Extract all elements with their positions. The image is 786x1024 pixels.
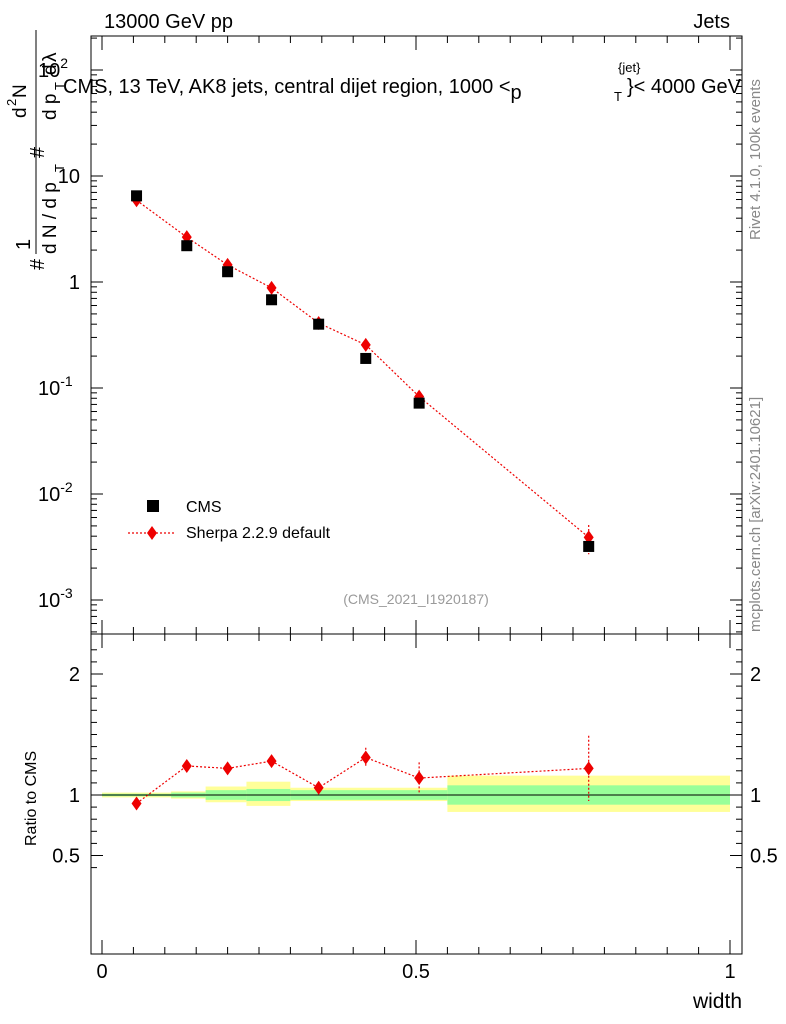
- header-process-label: Jets: [693, 11, 730, 33]
- ratio-point: [583, 761, 594, 776]
- main-y-tick-label: 10-1: [38, 373, 73, 400]
- ratio-y-tick-label-right: 0.5: [750, 846, 778, 868]
- main-panel-frame: [90, 35, 743, 635]
- main-y-tick-label: 10: [58, 166, 80, 188]
- ratio-point: [360, 750, 371, 765]
- analysis-id-label: (CMS_2021_I1920187): [343, 591, 489, 607]
- cms-point: [266, 294, 278, 306]
- ratio-y-tick-label-right: 1: [750, 785, 761, 807]
- x-axis-label: width: [692, 990, 742, 1013]
- svg-text:T: T: [52, 164, 67, 172]
- svg-text:T: T: [52, 82, 67, 90]
- cms-point: [583, 540, 595, 552]
- main-y-tick-label: 10-3: [38, 585, 73, 612]
- svg-text:d: d: [10, 107, 31, 118]
- ratio-x-tick-label: 0.5: [402, 961, 430, 983]
- ratio-point: [222, 761, 233, 776]
- header-energy-label: 13000 GeV pp: [104, 11, 233, 33]
- plot-title-superscript: {jet}: [618, 60, 641, 75]
- ratio-y-axis-label: Ratio to CMS: [23, 751, 40, 846]
- svg-text:λ: λ: [40, 52, 61, 62]
- ratio-uncertainty-bands: [102, 775, 730, 812]
- cms-point: [413, 397, 425, 409]
- cms-series: [131, 190, 595, 552]
- ratio-y-tick-label: 1: [69, 785, 80, 807]
- main-y-axis-label: # 1 d N / d p T # d 2 N d p T d λ: [4, 30, 67, 270]
- ratio-y-tick-label-right: 2: [750, 664, 761, 686]
- ratio-point: [414, 771, 425, 786]
- main-y-tick-label: 102: [38, 55, 68, 82]
- ratio-point: [181, 758, 192, 773]
- ratio-point: [266, 754, 277, 769]
- ratio-point: [131, 796, 142, 811]
- sherpa-point: [583, 530, 594, 545]
- main-y-tick-label: 10-2: [38, 479, 73, 506]
- sherpa-line: [136, 199, 590, 538]
- cms-point: [222, 266, 234, 278]
- cms-point: [313, 318, 325, 330]
- plot-title-end: }< 4000 GeV: [627, 76, 742, 98]
- ratio-line: [136, 756, 589, 804]
- cms-point: [360, 352, 372, 364]
- svg-text:#: #: [27, 258, 49, 270]
- sherpa-point: [266, 280, 277, 295]
- legend: CMS Sherpa 2.2.9 default: [128, 499, 331, 542]
- main-y-tick-label: 1: [69, 272, 80, 294]
- sherpa-point: [360, 337, 371, 352]
- ratio-point: [313, 780, 324, 795]
- ratio-x-tick-label: 1: [724, 961, 735, 983]
- svg-text:#: #: [27, 146, 49, 158]
- svg-text:d N / d p: d N / d p: [40, 182, 61, 254]
- main-axes: 10 1 102 10-1 10-2 10-3: [38, 36, 742, 634]
- mcplots-label: mcplots.cern.ch [arXiv:2401.10621]: [747, 397, 764, 632]
- legend-cms-label: CMS: [186, 499, 222, 516]
- svg-text:2: 2: [4, 99, 19, 106]
- cms-point: [131, 190, 143, 202]
- legend-sherpa-label: Sherpa 2.2.9 default: [186, 525, 331, 542]
- ratio-y-tick-label: 0.5: [52, 846, 80, 868]
- legend-sherpa-marker: [147, 526, 157, 540]
- svg-text:N: N: [10, 84, 31, 98]
- ratio-x-tick-label: 0: [96, 961, 107, 983]
- svg-text:d p: d p: [40, 94, 61, 120]
- ratio-y-tick-label: 2: [69, 664, 80, 686]
- ratio-series: [131, 735, 594, 811]
- plot-title: CMS, 13 TeV, AK8 jets, central dijet reg…: [63, 76, 522, 104]
- svg-text:1: 1: [13, 239, 35, 250]
- legend-cms-marker: [147, 500, 159, 512]
- cms-point: [181, 240, 193, 252]
- rivet-version-label: Rivet 4.1.0, 100k events: [747, 79, 764, 240]
- plot-title-subscript: T: [614, 89, 622, 104]
- svg-text:d: d: [40, 64, 61, 75]
- ratio-axes: 0 0.5 1 0.5 0.5 1 1 2 2: [52, 634, 778, 983]
